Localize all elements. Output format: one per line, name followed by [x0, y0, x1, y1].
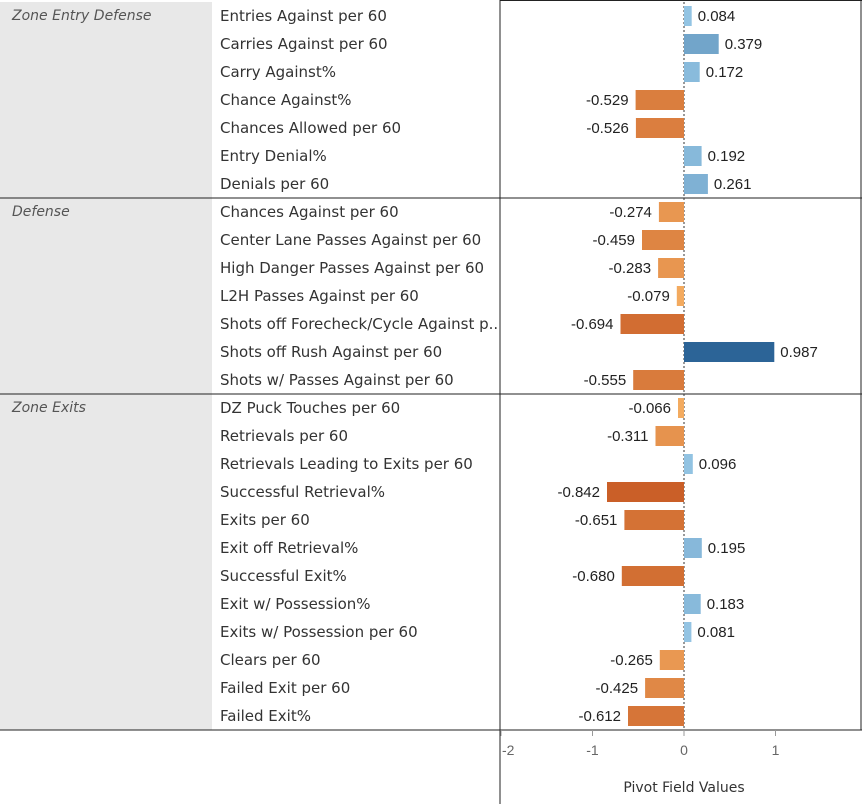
metric-label: L2H Passes Against per 60 [220, 287, 419, 305]
data-label: -0.459 [592, 232, 635, 249]
x-tick-label: 1 [772, 742, 780, 758]
metric-label: Chance Against% [220, 91, 352, 109]
bar [633, 370, 684, 390]
group-label-0: Zone Entry Defense [11, 8, 152, 24]
x-tick-label: -2 [502, 742, 515, 758]
bar [678, 398, 684, 418]
bar [628, 706, 684, 726]
bar [607, 482, 684, 502]
data-label: -0.311 [607, 428, 648, 445]
metric-label: Failed Exit% [220, 707, 311, 725]
data-label: 0.172 [706, 64, 744, 81]
data-label: -0.694 [571, 316, 614, 333]
bar [658, 258, 684, 278]
bar [684, 594, 701, 614]
data-label: 0.183 [707, 596, 745, 613]
data-label: -0.651 [575, 512, 618, 529]
x-tick-label: 0 [680, 742, 688, 758]
metric-label: Shots off Rush Against per 60 [220, 343, 442, 361]
metric-label: Chances Allowed per 60 [220, 119, 401, 137]
bar [621, 566, 684, 586]
metric-label: Denials per 60 [220, 175, 329, 193]
metric-label: Successful Retrieval% [220, 483, 385, 501]
x-axis-title: Pivot Field Values [623, 780, 744, 796]
bar [645, 678, 684, 698]
group-label-2: Zone Exits [11, 400, 86, 416]
data-label: -0.842 [557, 484, 600, 501]
metric-label: Chances Against per 60 [220, 203, 399, 221]
data-label: 0.081 [697, 624, 735, 641]
bar [620, 314, 684, 334]
bar [684, 174, 708, 194]
data-label: 0.096 [699, 456, 737, 473]
group-column-background [0, 2, 212, 730]
bar [684, 454, 693, 474]
metric-label: Entry Denial% [220, 147, 327, 165]
data-label: -0.265 [610, 652, 653, 669]
metric-label: Carry Against% [220, 63, 336, 81]
data-label: -0.612 [578, 708, 621, 725]
bar [684, 34, 719, 54]
metric-label: Exit off Retrieval% [220, 539, 358, 557]
metric-label: Entries Against per 60 [220, 7, 387, 25]
metric-label: Retrievals per 60 [220, 427, 348, 445]
bar [658, 202, 684, 222]
data-label: -0.274 [609, 204, 652, 221]
group-label-1: Defense [12, 204, 70, 220]
bar [624, 510, 684, 530]
bar [642, 230, 684, 250]
data-label: -0.680 [572, 568, 615, 585]
bar [659, 650, 684, 670]
bar [635, 118, 684, 138]
data-label: 0.379 [725, 36, 763, 53]
data-label: 0.261 [714, 176, 752, 193]
metric-label: Failed Exit per 60 [220, 679, 350, 697]
bar [684, 6, 692, 26]
metric-label: Exits w/ Possession per 60 [220, 623, 418, 641]
data-label: -0.425 [596, 680, 639, 697]
bar [684, 622, 692, 642]
metric-label: Retrievals Leading to Exits per 60 [220, 455, 473, 473]
bar [684, 342, 775, 362]
x-tick-label: -1 [586, 742, 599, 758]
metric-label: Exits per 60 [220, 511, 310, 529]
metric-label: Carries Against per 60 [220, 35, 388, 53]
data-label: -0.066 [628, 400, 671, 417]
bar [676, 286, 684, 306]
data-label: -0.283 [609, 260, 652, 277]
metric-label: Center Lane Passes Against per 60 [220, 231, 481, 249]
data-label: -0.079 [627, 288, 670, 305]
data-label: 0.192 [708, 148, 746, 165]
metric-label: DZ Puck Touches per 60 [220, 399, 400, 417]
bar [684, 146, 702, 166]
metric-label: Shots w/ Passes Against per 60 [220, 371, 454, 389]
data-label: 0.987 [780, 344, 818, 361]
bar [684, 62, 700, 82]
metric-label: Shots off Forecheck/Cycle Against p.. [220, 315, 498, 333]
data-label: 0.195 [708, 540, 746, 557]
data-label: -0.555 [584, 372, 627, 389]
data-label: 0.084 [698, 8, 736, 25]
data-label: -0.529 [586, 92, 629, 109]
metric-label: Exit w/ Possession% [220, 595, 371, 613]
data-label: -0.526 [586, 120, 629, 137]
bar [684, 538, 702, 558]
bar [635, 90, 684, 110]
metric-label: Successful Exit% [220, 567, 347, 585]
bar [655, 426, 684, 446]
metric-label: High Danger Passes Against per 60 [220, 259, 484, 277]
metric-label: Clears per 60 [220, 651, 321, 669]
